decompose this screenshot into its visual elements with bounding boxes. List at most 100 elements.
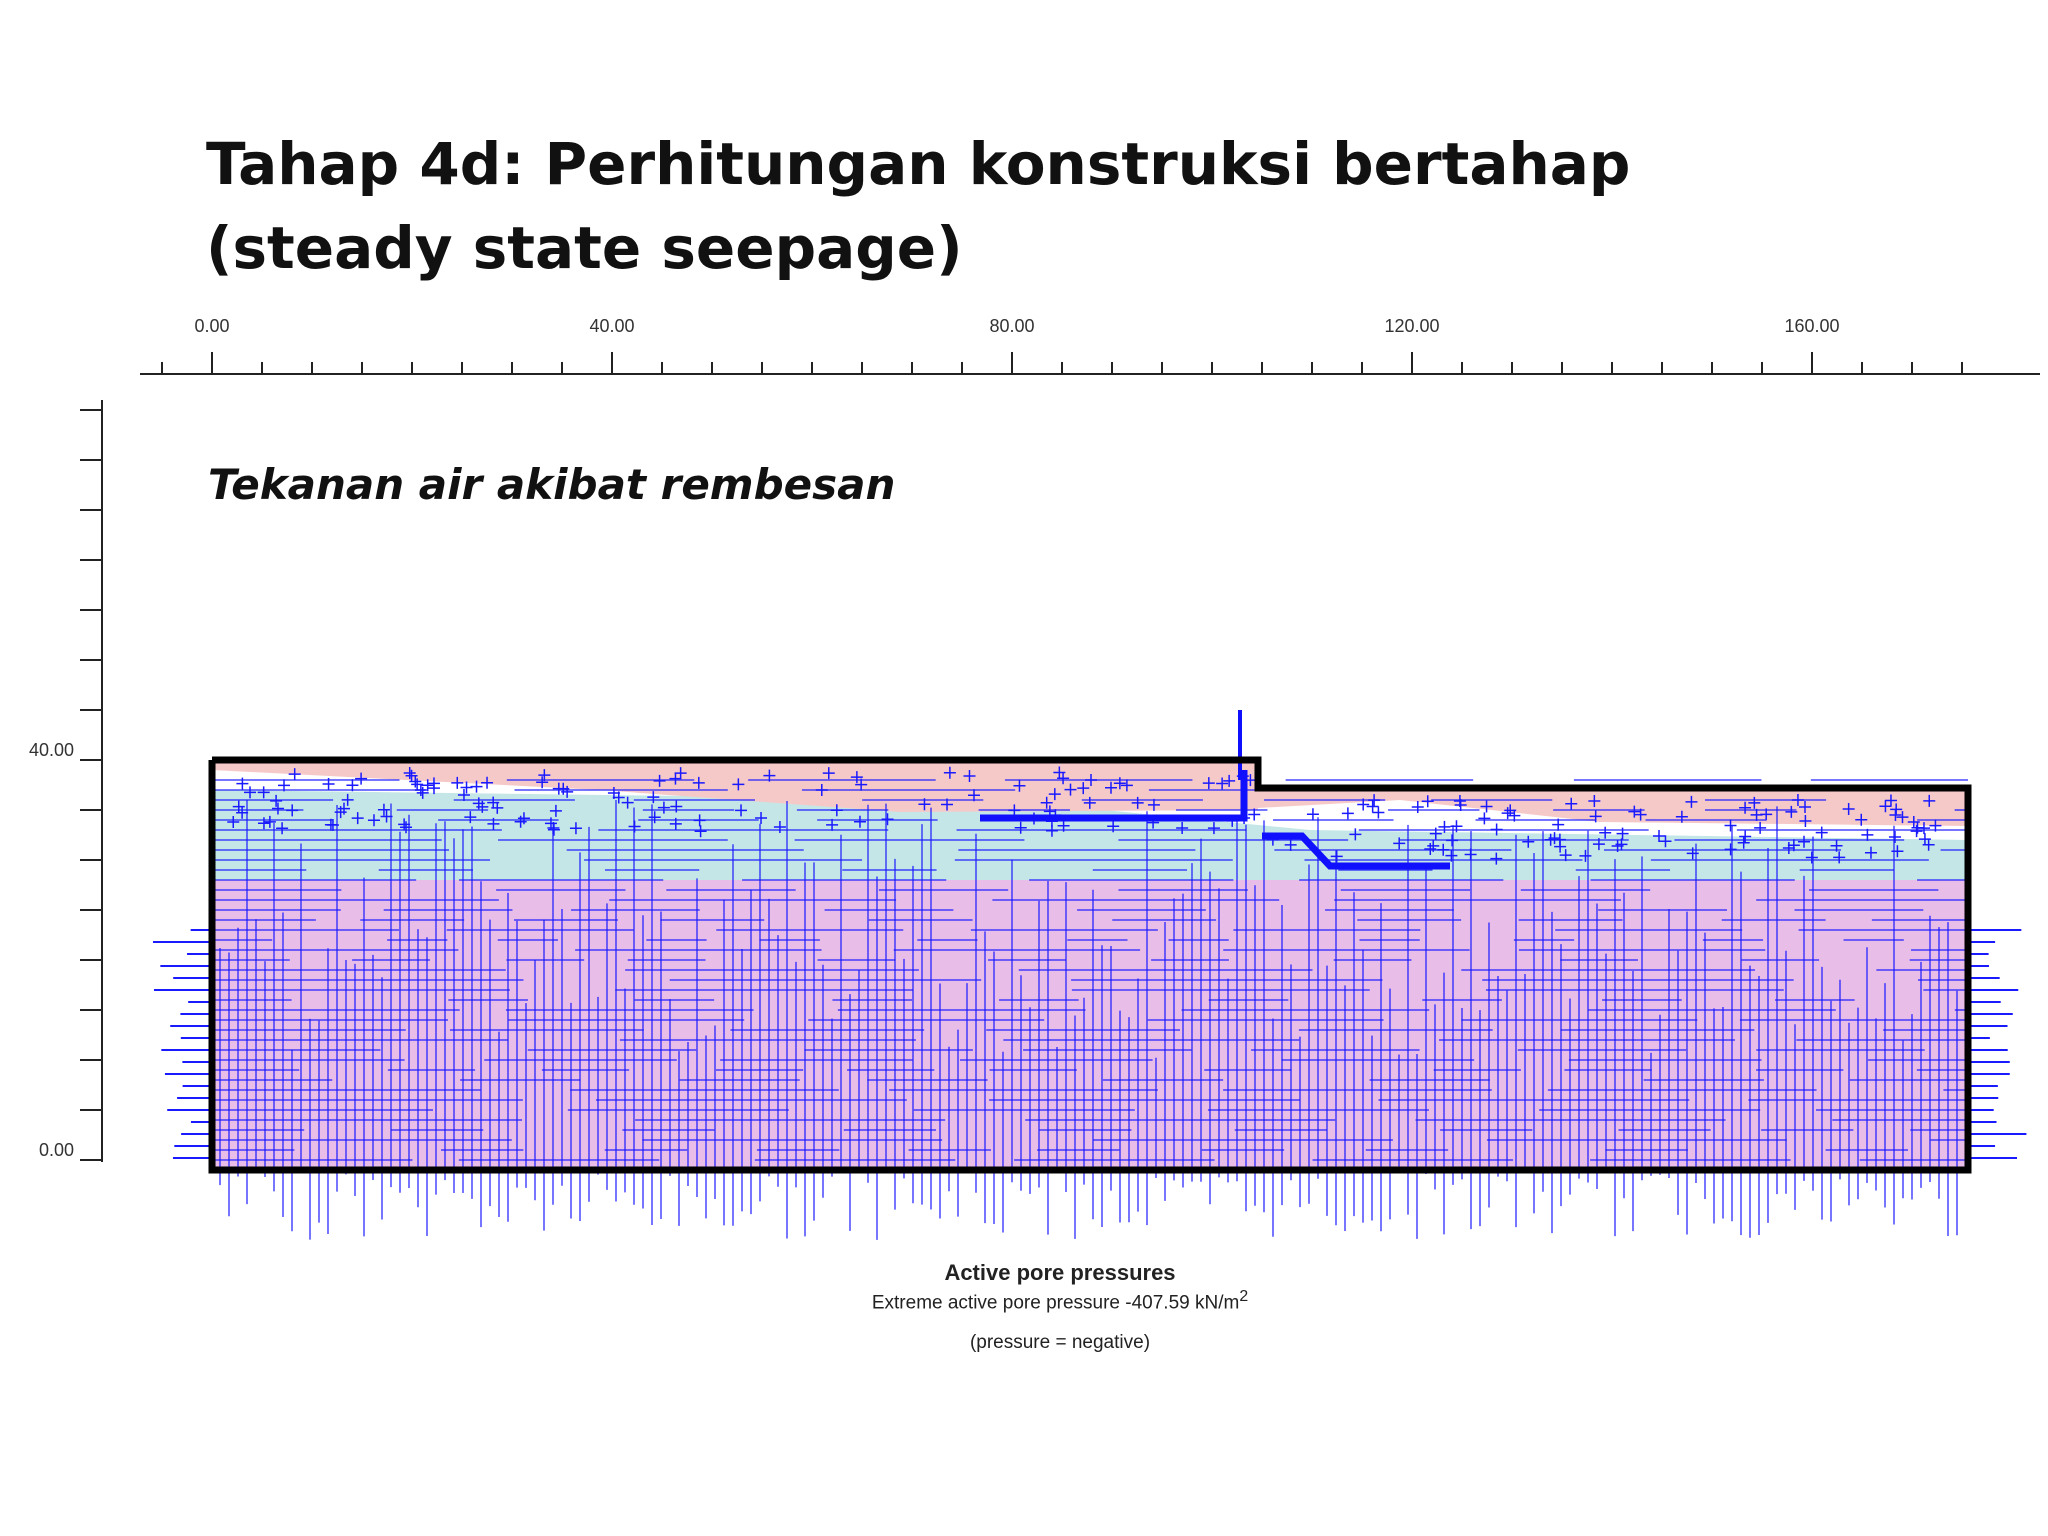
pressure-marker xyxy=(403,766,416,779)
pressure-marker xyxy=(460,781,473,794)
pressure-marker xyxy=(1113,777,1126,790)
pressure-marker xyxy=(1739,801,1752,814)
pressure-marker xyxy=(1429,827,1442,840)
pressure-marker xyxy=(257,817,270,830)
pressure-marker xyxy=(1750,808,1763,821)
plot-caption: Active pore pressures Extreme active por… xyxy=(760,1260,1360,1354)
pressure-marker xyxy=(481,776,494,789)
pressure-marker xyxy=(552,782,565,795)
pressure-marker xyxy=(457,789,470,802)
pressure-marker xyxy=(1588,794,1601,807)
pressure-marker xyxy=(1437,843,1450,856)
pressure-marker xyxy=(288,768,301,781)
pressure-marker xyxy=(1922,838,1935,851)
pressure-marker xyxy=(773,820,786,833)
pressure-marker xyxy=(1799,801,1811,814)
pressure-marker xyxy=(1589,810,1602,823)
pressure-marker xyxy=(1599,826,1612,839)
pressure-marker xyxy=(1737,836,1750,849)
pressure-marker xyxy=(1014,821,1027,834)
pressure-marker xyxy=(380,810,393,823)
pressure-marker xyxy=(1782,842,1795,855)
pressure-marker xyxy=(628,820,641,833)
pressure-marker xyxy=(1884,794,1897,807)
pressure-marker xyxy=(1008,804,1021,817)
pressure-marker xyxy=(670,800,683,813)
pressure-marker xyxy=(334,806,347,819)
pressure-marker xyxy=(881,813,894,826)
x-tick-label-80: 80.00 xyxy=(989,316,1034,336)
pressure-marker xyxy=(1579,849,1592,862)
pressure-marker xyxy=(1929,819,1942,832)
pressure-marker xyxy=(1438,820,1451,833)
pressure-marker xyxy=(1393,837,1406,850)
pressure-marker xyxy=(1424,842,1437,855)
pressure-marker xyxy=(346,779,359,792)
pressure-marker xyxy=(1040,796,1053,809)
pressure-marker xyxy=(1501,807,1514,820)
pressure-marker xyxy=(918,798,931,811)
pressure-marker xyxy=(1057,772,1070,785)
pressure-marker xyxy=(1923,794,1936,807)
pressure-marker xyxy=(1445,849,1458,862)
pressure-marker xyxy=(1411,800,1424,813)
pressure-marker xyxy=(232,800,245,813)
pressure-marker xyxy=(1421,795,1434,808)
pressure-marker xyxy=(1105,781,1117,794)
pressure-marker xyxy=(263,815,276,828)
pressure-marker xyxy=(653,774,666,787)
x-tick-label-160: 160.00 xyxy=(1784,316,1839,336)
pressure-marker xyxy=(1724,819,1737,832)
pressure-marker xyxy=(1830,839,1843,852)
pressure-marker xyxy=(421,779,434,792)
pressure-marker xyxy=(1659,835,1672,848)
pressure-marker xyxy=(549,804,562,817)
pressure-marker xyxy=(472,797,485,810)
pressure-marker xyxy=(427,782,440,795)
pressure-marker xyxy=(1454,798,1467,811)
pressure-marker xyxy=(1888,831,1901,844)
pressure-marker xyxy=(943,766,956,779)
pressure-marker xyxy=(1785,805,1798,818)
pressure-marker xyxy=(409,775,422,788)
pressure-marker xyxy=(367,814,380,827)
pressure-marker xyxy=(1107,820,1120,833)
pressure-marker xyxy=(351,812,364,825)
pressure-marker xyxy=(1368,794,1381,807)
pressure-marker xyxy=(963,770,976,783)
pressure-marker xyxy=(451,776,464,789)
pressure-marker xyxy=(1917,822,1930,835)
y-axis xyxy=(80,400,103,1162)
pressure-marker xyxy=(1815,826,1828,839)
y-tick-label-40: 40.00 xyxy=(29,740,74,760)
pressure-marker xyxy=(1202,777,1215,790)
pressure-marker xyxy=(1490,852,1503,865)
pressure-marker xyxy=(1552,818,1565,831)
pressure-marker xyxy=(830,804,843,817)
pressure-marker xyxy=(324,818,337,831)
pressure-marker xyxy=(1798,835,1810,848)
pressure-marker xyxy=(398,818,411,831)
pressure-marker xyxy=(491,801,504,814)
pressure-marker xyxy=(1799,815,1812,827)
pressure-marker xyxy=(1628,805,1641,818)
x-tick-label-0: 0.00 xyxy=(194,316,229,336)
pressure-marker xyxy=(1592,838,1605,851)
pressure-marker xyxy=(669,772,682,785)
pressure-marker xyxy=(693,814,706,827)
pressure-marker xyxy=(941,798,954,811)
pressure-marker xyxy=(1077,782,1090,795)
pressure-marker xyxy=(399,821,412,834)
pressure-marker xyxy=(1176,822,1189,835)
pressure-marker xyxy=(271,802,284,815)
pressure-marker xyxy=(1450,820,1463,833)
pressure-marker xyxy=(822,767,835,780)
pressure-marker xyxy=(674,767,687,780)
pressure-marker xyxy=(1341,807,1354,820)
pressure-marker xyxy=(1357,798,1370,811)
pressure-marker xyxy=(1216,777,1229,790)
pressure-marker xyxy=(257,786,270,799)
pressure-marker xyxy=(355,772,368,785)
pressure-marker xyxy=(1565,797,1578,810)
